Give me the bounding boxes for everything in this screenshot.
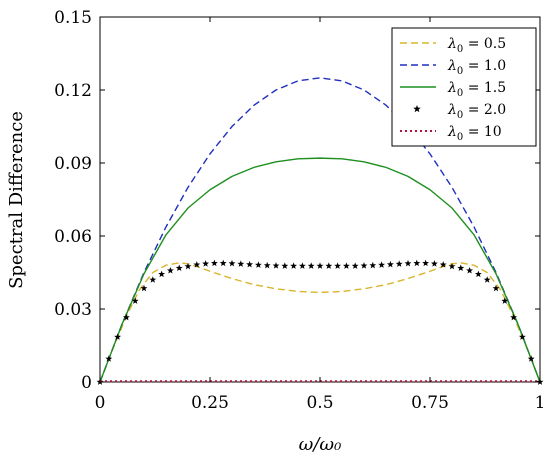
data-point (492, 284, 500, 292)
x-tick-label: 0.5 (306, 393, 333, 413)
data-point (246, 260, 254, 268)
y-tick-label: 0 (81, 373, 92, 393)
data-point (149, 276, 157, 283)
legend-item: λ0 = 1.0 (400, 58, 506, 77)
data-point (501, 297, 509, 304)
data-point (184, 262, 192, 270)
data-point (378, 261, 386, 268)
data-point (430, 260, 438, 267)
data-point (334, 262, 342, 269)
data-point (413, 259, 421, 267)
data-point (510, 313, 518, 321)
data-point (325, 262, 333, 269)
data-point (281, 262, 289, 269)
data-point (202, 260, 210, 267)
series-2 (99, 157, 541, 383)
x-tick-label: 0 (95, 393, 106, 413)
series-3 (96, 259, 544, 385)
series-layer (96, 77, 544, 385)
data-point (219, 259, 227, 267)
legend-item: λ0 = 10 (400, 124, 502, 143)
legend-label: λ0 = 10 (447, 124, 502, 143)
data-point (114, 333, 122, 340)
series-0 (99, 262, 541, 383)
data-point (404, 259, 412, 267)
data-point (474, 270, 482, 278)
data-point (237, 260, 245, 267)
data-point (272, 262, 280, 269)
data-point (158, 270, 166, 278)
ticks-layer: 0 0.25 0.5 0.75 1 0 0.03 0.06 0.09 0.12 0.15 (54, 8, 545, 413)
y-tick-label: 0.15 (54, 8, 92, 28)
data-point (210, 259, 218, 267)
legend-label: λ0 = 1.0 (447, 58, 506, 77)
legend-marker (413, 105, 421, 113)
data-point (518, 333, 526, 340)
data-point (105, 355, 113, 362)
data-point (263, 261, 271, 269)
data-point (360, 262, 368, 269)
x-axis-label: ω/ω₀ (299, 434, 342, 455)
data-point (131, 297, 139, 304)
data-point (290, 262, 298, 269)
data-point (228, 259, 236, 267)
series-line (99, 157, 541, 383)
data-point (342, 262, 350, 269)
data-point (466, 266, 474, 274)
y-tick-label: 0.03 (54, 300, 92, 320)
legend-item: λ0 = 0.5 (400, 36, 506, 55)
data-point (193, 261, 201, 268)
y-tick-label: 0.09 (54, 154, 92, 174)
y-tick-label: 0.06 (54, 227, 92, 247)
data-point (122, 313, 130, 321)
y-axis-label: Spectral Difference (6, 111, 27, 289)
legend-item: λ0 = 1.5 (400, 80, 506, 99)
data-point (395, 260, 403, 267)
data-point (483, 276, 491, 283)
x-tick-label: 0.75 (411, 393, 449, 413)
y-tick-label: 0.12 (54, 81, 92, 101)
data-point (439, 261, 447, 268)
data-point (369, 261, 377, 269)
data-point (386, 260, 394, 268)
x-tick-label: 0.25 (191, 393, 229, 413)
data-point (422, 259, 430, 267)
data-point (448, 262, 456, 270)
data-point (307, 262, 315, 269)
x-tick-label: 1 (535, 393, 546, 413)
data-point (527, 355, 535, 362)
data-point (140, 284, 148, 292)
series-line (99, 262, 541, 383)
data-point (166, 266, 174, 274)
legend-item: λ0 = 2.0 (413, 102, 506, 121)
data-point (254, 261, 262, 268)
data-point (316, 262, 324, 269)
data-point (175, 264, 183, 272)
legend-label: λ0 = 0.5 (447, 36, 506, 55)
legend: λ0 = 0.5 λ0 = 1.0 λ0 = 1.5 λ0 = 2.0 λ0 = 10 (391, 27, 537, 147)
legend-label: λ0 = 2.0 (447, 102, 506, 121)
data-point (298, 262, 306, 269)
data-point (351, 262, 359, 269)
data-point (457, 264, 465, 272)
legend-label: λ0 = 1.5 (447, 80, 506, 99)
